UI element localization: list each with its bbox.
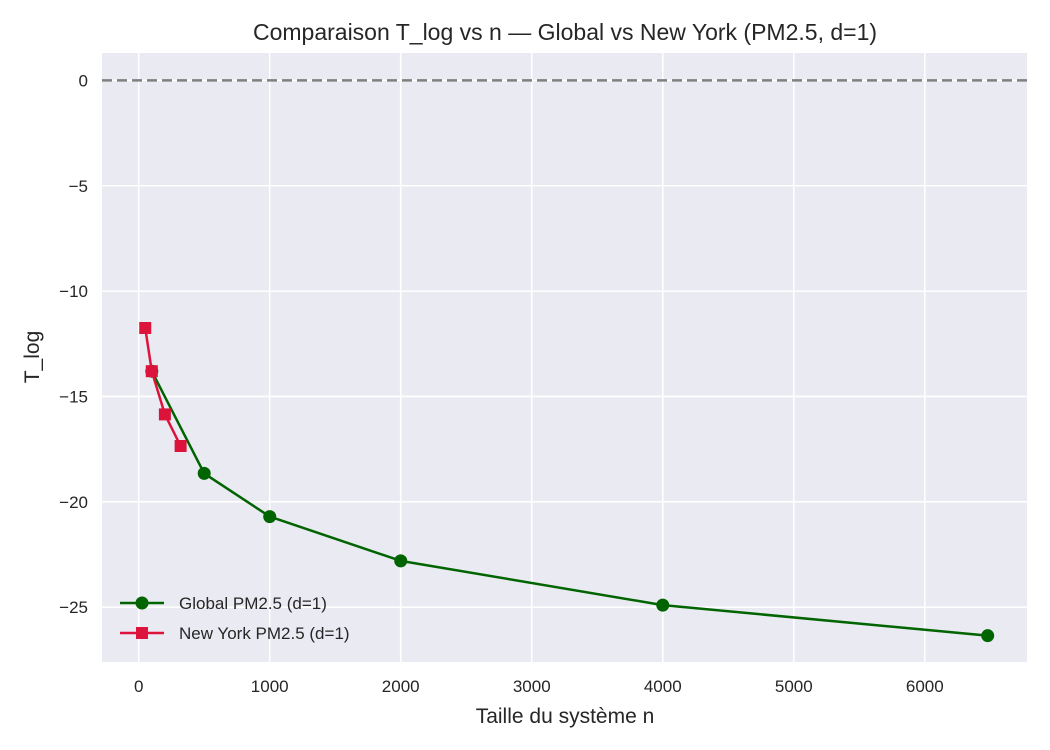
legend: Global PM2.5 (d=1) New York PM2.5 (d=1): [120, 594, 350, 643]
chart-title: Comparaison T_log vs n — Global vs New Y…: [253, 19, 877, 45]
x-tick-label: 6000: [906, 677, 944, 696]
data-point: [139, 321, 152, 334]
y-tick-label: 0: [79, 71, 88, 90]
x-tick-label: 1000: [251, 677, 289, 696]
legend-marker-global: [135, 596, 149, 610]
x-tick-label: 4000: [644, 677, 682, 696]
y-tick-label: −15: [59, 387, 88, 406]
grid: [102, 53, 1027, 662]
x-ticks: 0 1000 2000 3000 4000 5000 6000: [134, 677, 944, 696]
series-line: [144, 327, 182, 447]
data-point: [263, 510, 277, 524]
legend-item-newyork: New York PM2.5 (d=1): [120, 624, 350, 643]
data-point: [656, 598, 670, 612]
plot-background: [102, 53, 1027, 662]
data-point: [145, 365, 158, 378]
y-tick-label: −5: [69, 177, 88, 196]
x-axis-label: Taille du système n: [476, 705, 655, 728]
series-1: [139, 321, 187, 453]
y-axis-label: T_log: [21, 331, 44, 384]
data-point: [158, 408, 171, 421]
x-tick-label: 5000: [775, 677, 813, 696]
y-tick-label: −20: [59, 493, 88, 512]
data-point: [197, 466, 211, 480]
data-point: [394, 554, 408, 568]
y-tick-label: −25: [59, 598, 88, 617]
x-tick-label: 3000: [513, 677, 551, 696]
series-0: [145, 364, 995, 643]
legend-item-global: Global PM2.5 (d=1): [120, 594, 327, 613]
y-tick-label: −10: [59, 282, 88, 301]
x-tick-label: 0: [134, 677, 143, 696]
series-line: [150, 370, 988, 637]
legend-marker-newyork: [136, 627, 148, 639]
x-tick-label: 2000: [382, 677, 420, 696]
y-ticks: 0 −5 −10 −15 −20 −25: [59, 71, 88, 617]
data-point: [981, 629, 995, 643]
series-layer: [139, 321, 995, 643]
data-point: [174, 440, 187, 453]
legend-label-newyork: New York PM2.5 (d=1): [179, 624, 350, 643]
legend-label-global: Global PM2.5 (d=1): [179, 594, 327, 613]
